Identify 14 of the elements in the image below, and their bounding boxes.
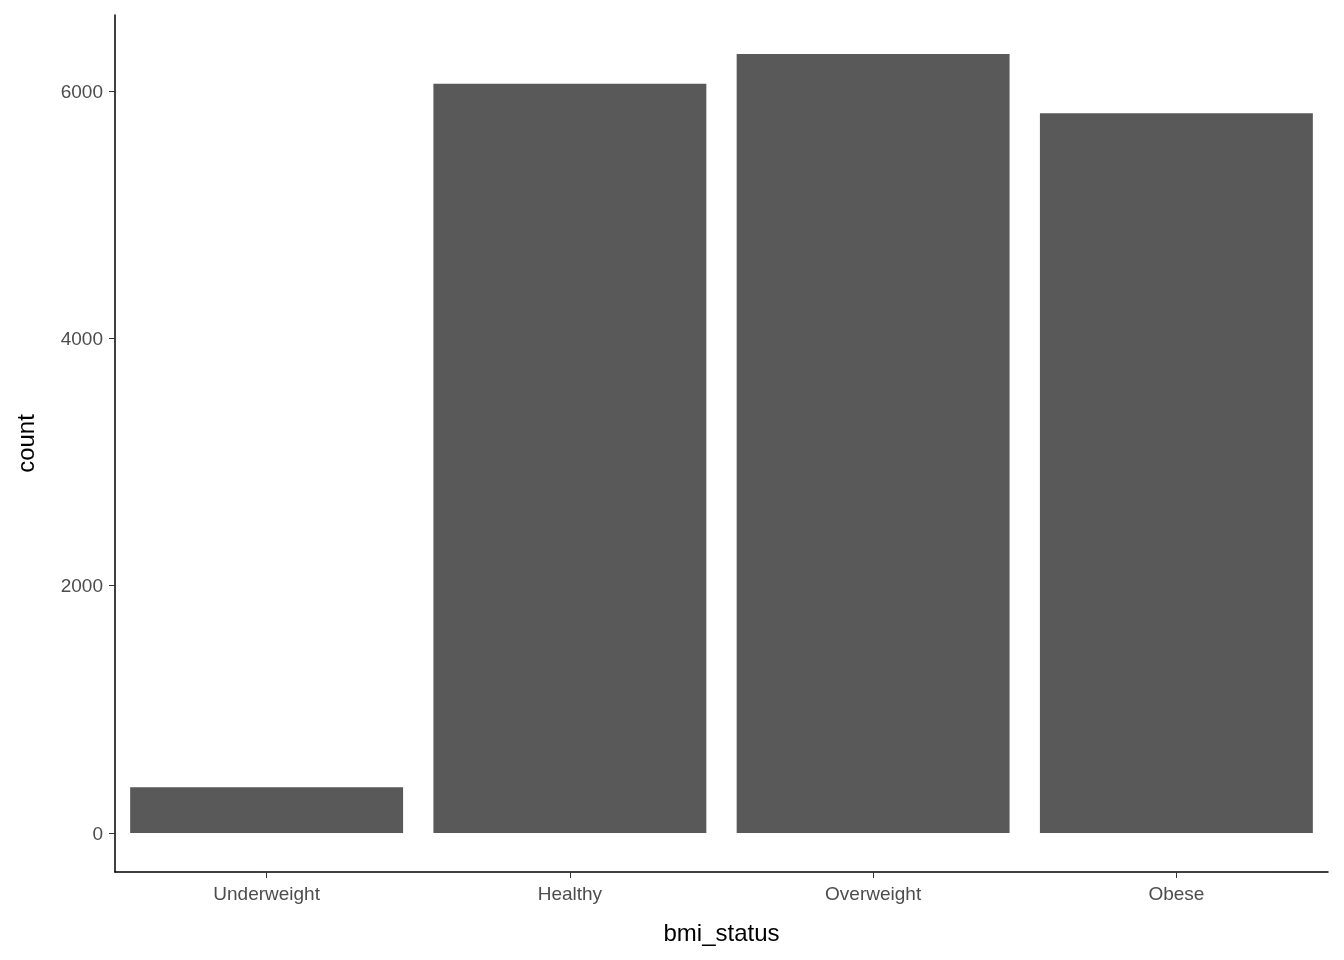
x-tick-label: Underweight <box>213 883 321 904</box>
x-tick-label: Healthy <box>537 883 603 904</box>
bar <box>433 83 707 834</box>
bar <box>1039 113 1313 834</box>
y-tick-label: 2000 <box>60 575 103 597</box>
y-axis-title: count <box>11 413 39 473</box>
x-axis-title: bmi_status <box>663 918 780 946</box>
x-tick-label: Obese <box>1148 883 1205 904</box>
bar <box>736 53 1010 834</box>
x-tick-label: Overweight <box>825 883 922 904</box>
y-tick-label: 6000 <box>60 80 103 102</box>
y-tick-label: 4000 <box>60 327 103 349</box>
bar <box>130 787 404 834</box>
y-tick-label: 0 <box>92 822 103 844</box>
